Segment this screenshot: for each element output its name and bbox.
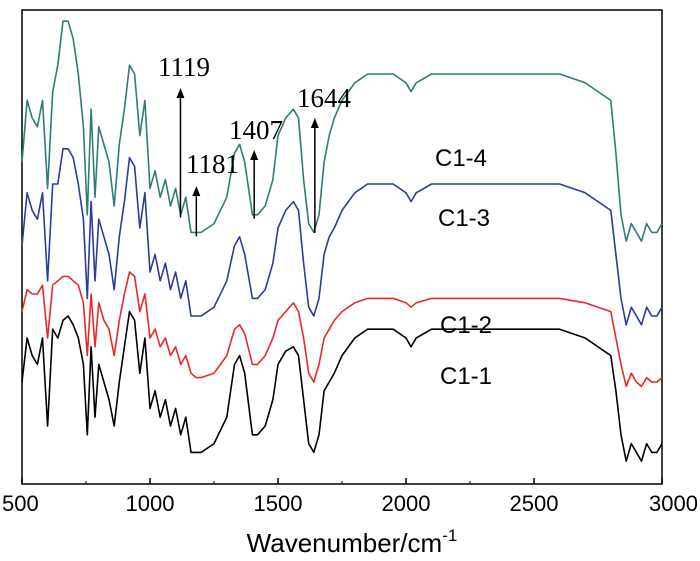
x-axis-title-text: Wavenumber/cm (247, 528, 443, 558)
series-label-c1-1: C1-1 (440, 363, 492, 390)
series-label-c1-2: C1-2 (440, 312, 492, 339)
x-tick-label-2500: 2500 (510, 491, 559, 516)
x-tick-label-1500: 1500 (254, 491, 303, 516)
series-label-c1-4: C1-4 (435, 145, 487, 172)
peak-arrow-head-1119 (176, 88, 185, 98)
series-line-c1-3 (21, 148, 663, 326)
x-axis-title-superscript: -1 (442, 526, 457, 545)
peak-label-1644: 1644 (297, 83, 352, 113)
peak-label-1181: 1181 (186, 149, 239, 179)
series-line-c1-2 (21, 271, 663, 388)
peak-label-1119: 1119 (158, 52, 210, 82)
series-line-c1-4 (21, 20, 663, 242)
x-tick-label-3000: 3000 (649, 491, 698, 516)
peak-label-1407: 1407 (229, 115, 283, 145)
series-label-c1-3: C1-3 (438, 205, 490, 232)
series-line-c1-1 (21, 310, 663, 462)
x-tick-label-1000: 1000 (126, 491, 175, 516)
peak-arrow-head-1407 (250, 150, 259, 160)
peak-arrow-head-1644 (310, 118, 319, 128)
x-tick-label-500: 500 (2, 491, 39, 516)
x-axis-title: Wavenumber/cm-1 (247, 526, 458, 558)
x-tick-label-2000: 2000 (382, 491, 431, 516)
peak-arrows (176, 88, 319, 237)
peak-arrow-head-1181 (192, 186, 201, 196)
x-axis-ticks: 500 1000 1500 2000 2500 3000 (2, 478, 698, 516)
series-group (21, 20, 663, 462)
